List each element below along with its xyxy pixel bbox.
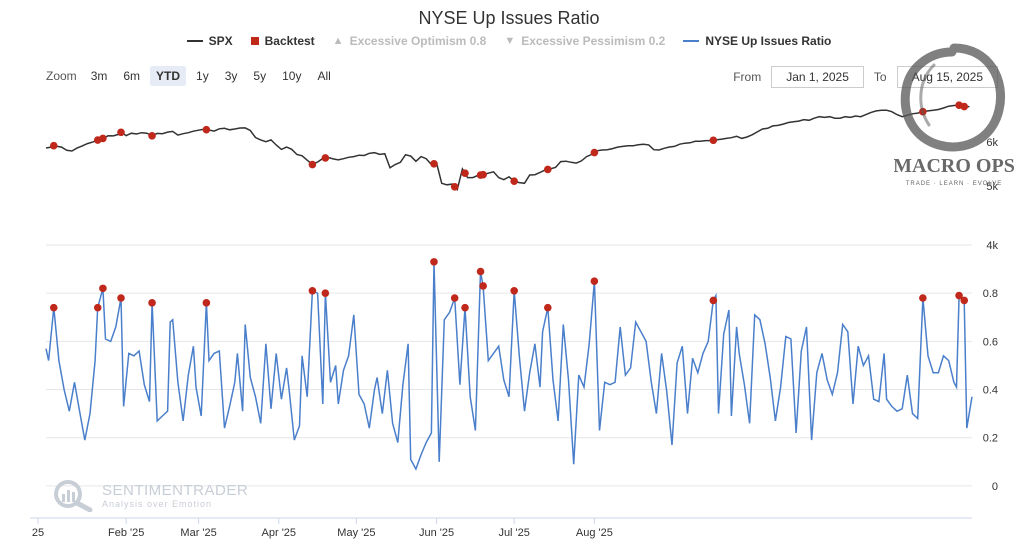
x-tick-label: Feb '25 [108, 527, 144, 539]
triangle-up-icon: ▲ [332, 35, 344, 47]
backtest-marker-ratio [461, 303, 469, 312]
sentimentrader-text: SENTIMENTRADER [102, 481, 249, 499]
backtest-marker-spx [543, 165, 552, 174]
zoom-button-5y[interactable]: 5y [253, 69, 267, 83]
backtest-marker-ratio [960, 296, 969, 305]
legend-label-excessive-optimism: Excessive Optimism 0.8 [349, 34, 487, 48]
legend-label-spx: SPX [208, 34, 233, 48]
from-label: From [733, 70, 762, 84]
sentimentrader-tagline: Analysis over Emotion [102, 498, 213, 509]
backtest-marker-spx [117, 128, 125, 137]
triangle-down-icon: ▼ [504, 35, 516, 47]
legend-item-spx[interactable]: SPX [186, 34, 233, 48]
magnifier-chart-icon [54, 480, 93, 512]
x-tick-label: Apr '25 [262, 527, 297, 539]
backtest-marker-ratio [955, 291, 963, 300]
y-tick-label: 0.4 [983, 385, 998, 397]
backtest-marker-ratio [93, 303, 102, 312]
x-tick-label: 25 [32, 527, 44, 539]
backtest-marker-spx [308, 160, 317, 169]
backtest-marker-spx [960, 102, 969, 111]
backtest-marker-spx [49, 141, 58, 150]
backtest-marker-ratio [99, 284, 107, 293]
zoom-button-1y[interactable]: 1y [196, 69, 209, 83]
zoom-button-3m[interactable]: 3m [90, 69, 108, 83]
backtest-marker-ratio [919, 294, 927, 302]
macro-ops-tagline: TRADE · LEARN · EVOLVE [906, 181, 1003, 187]
backtest-marker-ratio [543, 303, 552, 312]
from-date-input[interactable]: Jan 1, 2025 [771, 66, 864, 88]
backtest-marker-spx [461, 169, 469, 178]
x-tick-label: Mar '25 [180, 527, 216, 539]
backtest-marker-ratio [476, 267, 485, 276]
backtest-marker-spx [510, 177, 518, 185]
sentimentrader-logo: SENTIMENTRADER Analysis over Emotion [52, 478, 248, 512]
backtest-marker-ratio [430, 258, 438, 266]
backtest-marker-ratio [479, 282, 487, 290]
date-range: From Jan 1, 2025 To Aug 15, 2025 [733, 66, 998, 88]
backtest-marker-ratio [202, 299, 211, 307]
zoom-button-3y[interactable]: 3y [224, 69, 238, 83]
enso-circle-icon [900, 43, 1005, 152]
y-tick-label: 0.6 [983, 336, 998, 348]
backtest-marker-spx [450, 182, 459, 191]
chart-title: NYSE Up Issues Ratio [418, 8, 600, 28]
y-tick-label: 0.2 [983, 433, 998, 445]
legend-label-backtest: Backtest [264, 34, 315, 48]
backtest-marker-ratio [308, 286, 317, 295]
line-swatch-icon [683, 40, 700, 42]
legend-item-nyse-up-issues[interactable]: NYSE Up Issues Ratio [683, 34, 831, 48]
backtest-marker-spx [479, 170, 487, 179]
backtest-marker-spx [590, 148, 599, 157]
to-label: To [873, 70, 887, 84]
legend-item-excessive-pessimism[interactable]: ▼ Excessive Pessimism 0.2 [504, 34, 665, 48]
backtest-marker-spx [321, 154, 330, 162]
legend-label-excessive-pessimism: Excessive Pessimism 0.2 [521, 34, 666, 48]
macro-ops-logo: MACRO OPS TRADE · LEARN · EVOLVE [894, 43, 1014, 187]
backtest-marker-spx [99, 134, 107, 143]
legend-item-backtest[interactable]: Backtest [250, 34, 315, 48]
y-tick-label: 6k [986, 137, 998, 149]
zoom-button-6m[interactable]: 6m [123, 69, 141, 83]
backtest-marker-ratio [590, 277, 599, 285]
backtest-marker-ratio [148, 299, 156, 307]
zoom-button-all[interactable]: All [317, 69, 331, 83]
x-tick-label: Jun '25 [419, 527, 454, 539]
legend-label-nyse-up-issues: NYSE Up Issues Ratio [705, 34, 832, 48]
legend-item-excessive-optimism[interactable]: ▲ Excessive Optimism 0.8 [333, 34, 487, 48]
x-tick-label: May '25 [337, 527, 375, 539]
legend: SPX Backtest ▲ Excessive Optimism 0.8 ▼ … [0, 34, 1018, 48]
zoom-label: Zoom [46, 69, 77, 83]
x-tick-label: Aug '25 [576, 527, 613, 539]
zoom-controls: Zoom 3m 6m YTD 1y 3y 5y 10y All [46, 66, 337, 86]
y-tick-label: 4k [986, 240, 998, 252]
square-marker-icon [250, 37, 259, 45]
backtest-marker-ratio [450, 294, 459, 302]
line-swatch-icon [186, 40, 203, 42]
y-tick-label: 5k [986, 181, 998, 193]
y-tick-label: 0 [992, 481, 998, 493]
zoom-button-10y[interactable]: 10y [282, 69, 302, 83]
backtest-marker-spx [709, 136, 718, 145]
backtest-marker-ratio [49, 303, 58, 312]
series-line-nyse-up-issues [45, 261, 973, 471]
backtest-marker-spx [202, 125, 211, 134]
macro-ops-text: MACRO OPS [894, 155, 1014, 177]
backtest-marker-spx [430, 159, 438, 168]
backtest-marker-ratio [117, 294, 125, 302]
y-tick-label: 0.8 [983, 288, 998, 300]
backtest-marker-spx [148, 132, 156, 140]
backtest-marker-ratio [321, 289, 330, 297]
backtest-marker-ratio [510, 286, 518, 295]
backtest-marker-ratio [709, 296, 718, 305]
zoom-button-ytd[interactable]: YTD [150, 66, 187, 86]
series-line-spx [45, 104, 970, 191]
x-tick-label: Jul '25 [498, 527, 529, 539]
